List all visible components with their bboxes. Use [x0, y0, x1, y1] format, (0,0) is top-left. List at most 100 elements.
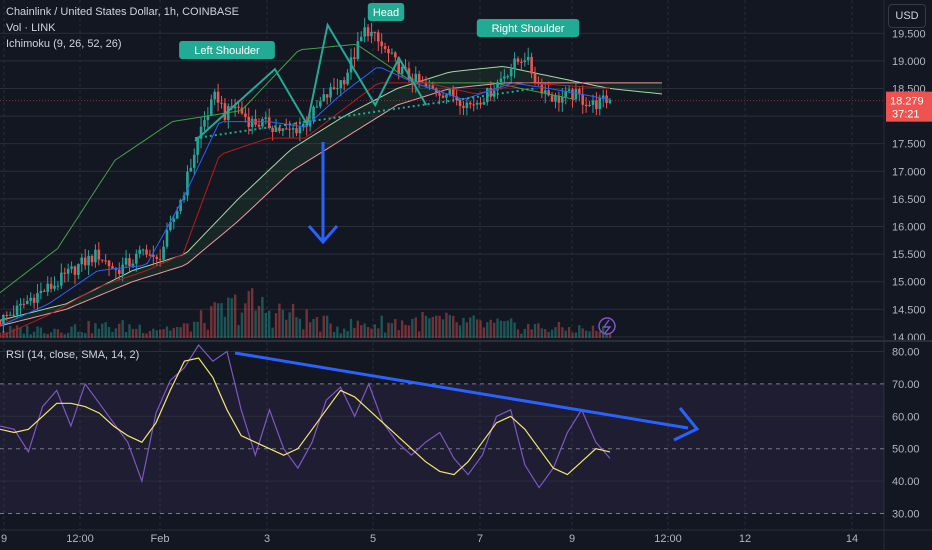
candle-body — [472, 104, 475, 106]
volume-bar — [77, 331, 80, 338]
candle-body — [468, 102, 472, 105]
candle-body — [591, 100, 595, 105]
volume-bar — [162, 329, 165, 338]
volume-bar — [158, 329, 162, 338]
candle-body — [302, 123, 305, 128]
volume-bar — [571, 332, 574, 338]
candle-body — [359, 36, 363, 42]
volume-bar — [152, 328, 155, 338]
rsi-tick-label: 40.00 — [892, 476, 920, 488]
candle-body — [513, 58, 516, 70]
volume-bar — [250, 288, 254, 338]
candle-body — [186, 171, 189, 196]
ichimoku-cloud — [0, 66, 662, 326]
candle-body — [520, 61, 523, 63]
candle-body — [53, 285, 56, 289]
volume-bar — [390, 323, 394, 338]
volume-bar — [503, 321, 506, 338]
rsi-tick-label: 50.00 — [892, 444, 920, 456]
volume-bar — [237, 325, 240, 338]
candle-body — [329, 87, 332, 98]
volume-bar — [574, 332, 578, 338]
volume-bar — [2, 331, 5, 338]
candle-body — [284, 128, 288, 130]
volume-bar — [424, 315, 428, 338]
candle-body — [387, 48, 390, 54]
chart-title: Chainlink / United States Dollar, 1h, CO… — [6, 6, 239, 18]
candle-body — [315, 106, 319, 108]
volume-bar — [547, 331, 550, 338]
volume-bar — [94, 323, 97, 338]
volume-bar — [196, 321, 199, 338]
volume-bar — [298, 318, 302, 338]
candle-body — [152, 255, 155, 257]
volume-bar — [353, 327, 356, 338]
volume-bar — [172, 327, 175, 338]
candle-body — [261, 119, 264, 127]
candle-body — [244, 113, 247, 117]
candle-body — [383, 46, 387, 49]
volume-bar — [537, 323, 540, 338]
volume-bar — [97, 328, 101, 338]
candle-body — [8, 314, 12, 316]
volume-bar — [527, 323, 530, 338]
volume-bar — [26, 325, 29, 338]
candle-body — [19, 303, 22, 306]
candle-body — [104, 260, 107, 262]
volume-bar — [46, 334, 49, 338]
volume-bar — [220, 303, 223, 338]
volume-bar — [452, 316, 455, 338]
candle-body — [414, 73, 418, 84]
volume-bar — [60, 332, 63, 338]
candle-body — [145, 249, 148, 255]
senkou-span-b-line — [0, 82, 662, 327]
volume-bar — [73, 324, 77, 338]
candle-body — [390, 52, 394, 54]
currency-button[interactable]: USD — [888, 4, 926, 28]
candle-body — [441, 95, 445, 98]
candle-body — [274, 127, 278, 132]
candle-body — [203, 120, 206, 127]
volume-bar — [530, 329, 533, 338]
candle-body — [380, 41, 383, 47]
y-tick-label: 19.500 — [892, 28, 926, 40]
volume-bar — [182, 323, 186, 338]
x-tick-label: 7 — [477, 533, 483, 545]
candle-body — [12, 314, 15, 316]
candle-body — [32, 297, 36, 303]
volume-bar — [240, 312, 244, 338]
candle-body — [475, 102, 479, 105]
candle-body — [370, 31, 373, 37]
volume-bar — [431, 316, 434, 338]
candle-body — [209, 99, 213, 116]
candle-body — [175, 211, 179, 219]
divergence-arrow-shaft — [234, 351, 689, 430]
volume-bar — [135, 328, 138, 338]
candle-body — [428, 85, 431, 87]
candle-body — [66, 268, 70, 274]
candle-body — [63, 272, 67, 274]
candle-body — [131, 263, 135, 266]
right-shoulder-label-bg — [476, 19, 580, 37]
volume-bar — [257, 305, 261, 338]
candle-body — [43, 290, 46, 292]
volume-bar — [315, 317, 319, 338]
candle-body — [479, 102, 482, 105]
volume-bar — [312, 319, 315, 338]
volume-bar — [343, 328, 346, 338]
volume-bar — [107, 326, 111, 338]
volume-bar — [36, 326, 39, 338]
volume-bar — [325, 315, 329, 338]
candle-body — [0, 320, 2, 325]
candle-body — [291, 128, 295, 130]
volume-bar — [448, 315, 452, 338]
divergence-arrow-head — [673, 407, 700, 442]
x-tick-label: Feb — [151, 533, 170, 545]
volume-bar — [80, 332, 83, 338]
candle-body — [397, 57, 401, 74]
rsi-tick-label: 60.00 — [892, 411, 920, 423]
volume-bar — [356, 320, 360, 338]
candle-body — [503, 76, 506, 79]
volume-bar — [43, 333, 46, 338]
